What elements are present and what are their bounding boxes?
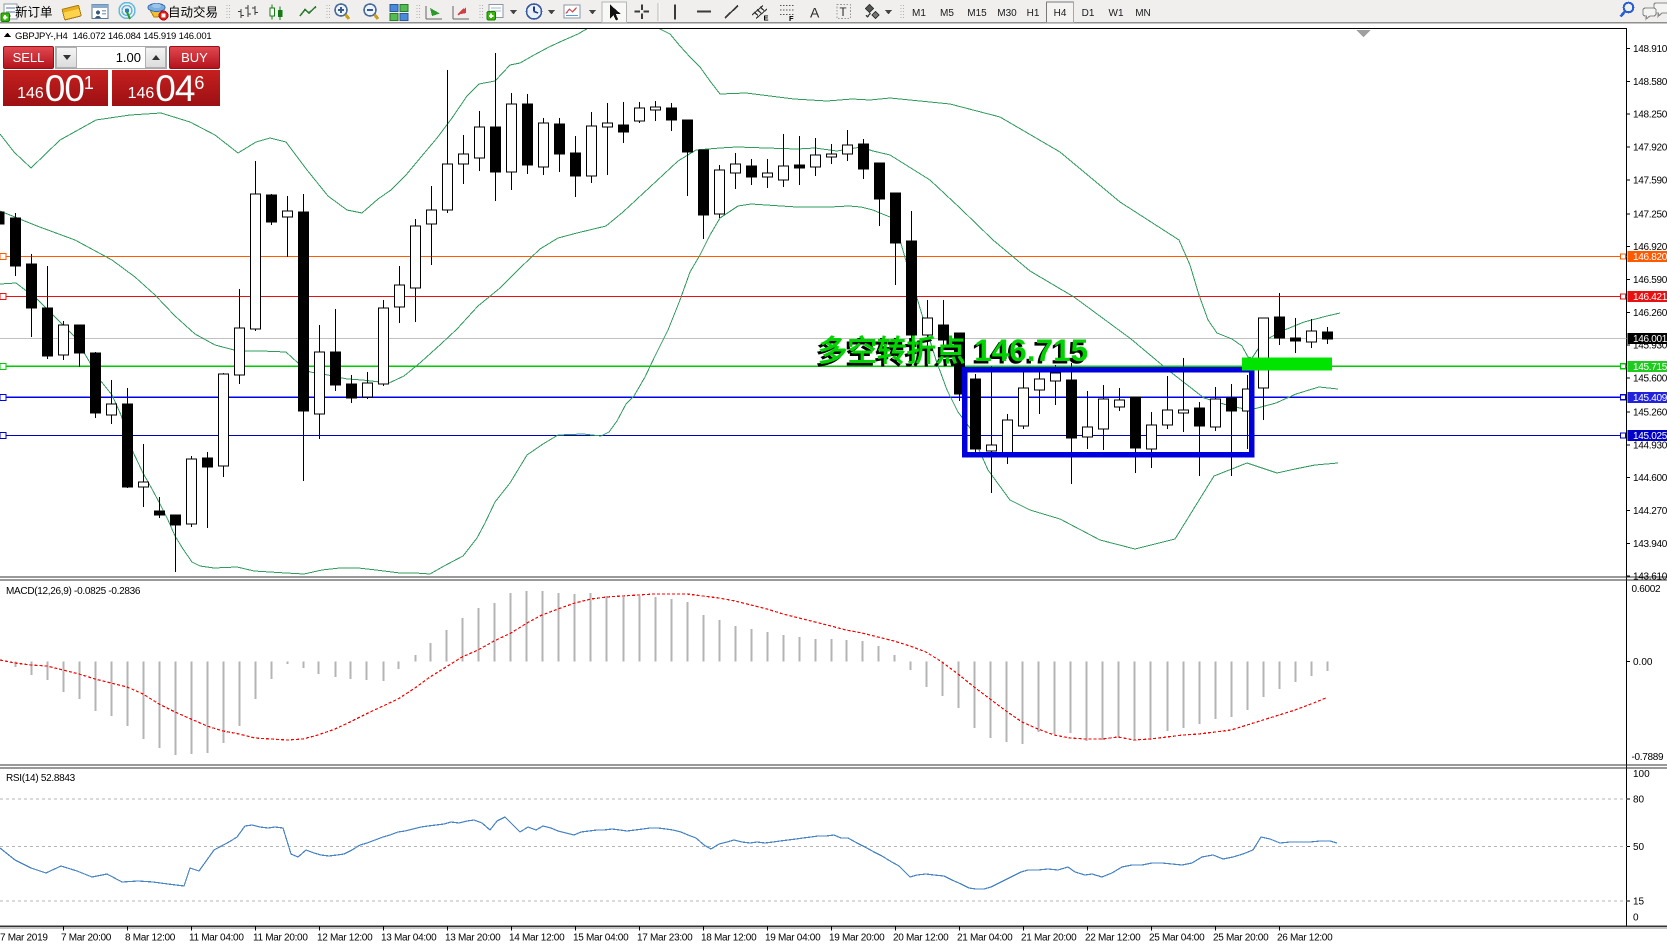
svg-text:自动交易: 自动交易 [168,5,218,20]
svg-text:15 Mar 04:00: 15 Mar 04:00 [573,933,629,944]
svg-text:12 Mar 12:00: 12 Mar 12:00 [317,933,373,944]
svg-text:22 Mar 12:00: 22 Mar 12:00 [1085,933,1141,944]
svg-text:15: 15 [1633,897,1645,908]
svg-text:146.920: 146.920 [1633,242,1667,253]
svg-text:-0.7889: -0.7889 [1632,752,1665,763]
svg-text:145.025: 145.025 [1633,431,1667,442]
svg-text:14 Mar 12:00: 14 Mar 12:00 [509,933,565,944]
svg-text:147.590: 147.590 [1633,175,1667,186]
svg-text:M5: M5 [940,8,954,19]
svg-text:F: F [789,14,794,23]
svg-text:13 Mar 04:00: 13 Mar 04:00 [381,933,437,944]
svg-text:GBPJPY-,H4 146.072 146.084 14: GBPJPY-,H4 146.072 146.084 145.919 146.0… [15,31,212,42]
svg-text:144.600: 144.600 [1633,473,1667,484]
svg-text:145.260: 145.260 [1633,407,1667,418]
svg-text:146.260: 146.260 [1633,308,1667,319]
svg-text:25 Mar 04:00: 25 Mar 04:00 [1149,933,1205,944]
svg-text:144.930: 144.930 [1633,440,1667,451]
svg-text:143.940: 143.940 [1633,539,1667,550]
svg-text:新订单: 新订单 [15,5,53,20]
svg-text:H1: H1 [1027,8,1040,19]
svg-text:0: 0 [1633,913,1639,924]
svg-text:11 Mar 04:00: 11 Mar 04:00 [189,933,244,944]
svg-text:145.600: 145.600 [1633,374,1667,385]
svg-text:26 Mar 12:00: 26 Mar 12:00 [1277,933,1333,944]
svg-text:M1: M1 [912,8,926,19]
svg-text:H4: H4 [1054,8,1067,19]
svg-text:T: T [840,7,847,19]
svg-text:7 Mar 2019: 7 Mar 2019 [0,933,48,944]
svg-text:0.6002: 0.6002 [1632,584,1662,595]
svg-text:147.250: 147.250 [1633,209,1667,220]
svg-text:M30: M30 [997,8,1017,19]
svg-text:146.590: 146.590 [1633,275,1667,286]
svg-text:146.001: 146.001 [1633,334,1667,345]
svg-text:146.421: 146.421 [1633,292,1667,303]
svg-text:100: 100 [1633,769,1650,780]
svg-text:0.00: 0.00 [1633,657,1653,668]
svg-text:多空转折点 146.715: 多空转折点 146.715 [816,334,1086,370]
svg-text:D1: D1 [1082,8,1095,19]
svg-text:147.920: 147.920 [1633,143,1667,154]
svg-text:E: E [764,14,769,23]
svg-text:21 Mar 20:00: 21 Mar 20:00 [1021,933,1077,944]
svg-text:144.270: 144.270 [1633,506,1667,517]
svg-text:146.820: 146.820 [1633,252,1667,263]
svg-text:M15: M15 [967,8,987,19]
svg-text:145.409: 145.409 [1633,393,1667,404]
svg-text:MACD(12,26,9) -0.0825 -0.2836: MACD(12,26,9) -0.0825 -0.2836 [6,586,141,597]
svg-text:50: 50 [1633,842,1645,853]
svg-text:19 Mar 04:00: 19 Mar 04:00 [765,933,821,944]
svg-text:145.715: 145.715 [1633,362,1667,373]
svg-text:7 Mar 20:00: 7 Mar 20:00 [61,933,112,944]
svg-text:11 Mar 20:00: 11 Mar 20:00 [253,933,308,944]
svg-text:多空转折点 146.715: 多空转折点 146.715 [818,332,1088,368]
svg-text:RSI(14) 52.8843: RSI(14) 52.8843 [6,773,76,784]
svg-text:148.580: 148.580 [1633,77,1667,88]
svg-text:17 Mar 23:00: 17 Mar 23:00 [637,933,693,944]
svg-text:25 Mar 20:00: 25 Mar 20:00 [1213,933,1269,944]
svg-text:13 Mar 20:00: 13 Mar 20:00 [445,933,501,944]
svg-text:143.610: 143.610 [1633,572,1667,583]
svg-text:8 Mar 12:00: 8 Mar 12:00 [125,933,176,944]
svg-text:80: 80 [1633,795,1645,806]
svg-text:20 Mar 12:00: 20 Mar 12:00 [893,933,949,944]
svg-text:W1: W1 [1109,8,1124,19]
svg-text:148.910: 148.910 [1633,44,1667,55]
svg-text:148.250: 148.250 [1633,110,1667,121]
svg-text:21 Mar 04:00: 21 Mar 04:00 [957,933,1013,944]
svg-text:A: A [810,5,820,21]
svg-text:19 Mar 20:00: 19 Mar 20:00 [829,933,885,944]
svg-text:MN: MN [1135,8,1151,19]
svg-text:145.930: 145.930 [1633,341,1667,352]
svg-text:18 Mar 12:00: 18 Mar 12:00 [701,933,757,944]
